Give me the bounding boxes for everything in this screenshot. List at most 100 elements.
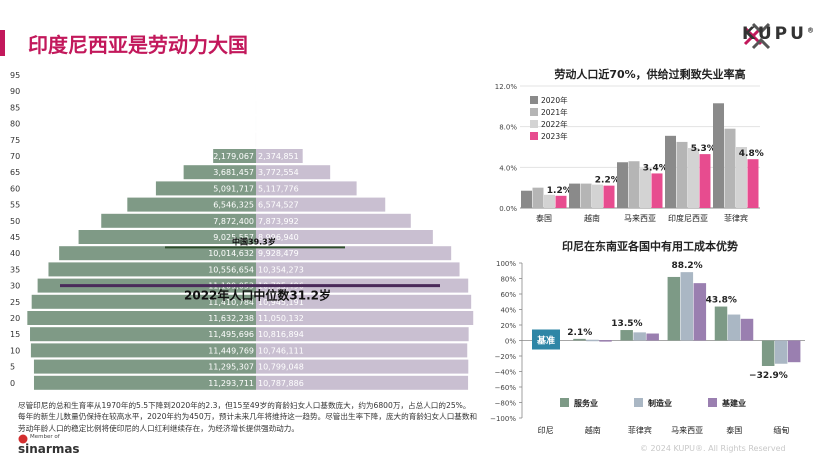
labor-cost-bar bbox=[787, 340, 801, 363]
unemployment-bar bbox=[580, 183, 592, 208]
legend-label: 2023年 bbox=[541, 131, 568, 141]
female-value-label: 7,873,992 bbox=[258, 217, 299, 226]
data-label: 3.4% bbox=[643, 163, 668, 173]
copyright: © 2024 KUPU®. All Rights Reserved bbox=[640, 444, 786, 453]
male-value-label: 7,872,400 bbox=[213, 217, 254, 226]
female-value-label: 9,928,479 bbox=[258, 249, 299, 258]
labor-cost-bar bbox=[667, 276, 681, 341]
title-accent-bar bbox=[0, 30, 5, 56]
y-tick-label: 8.0% bbox=[499, 124, 517, 132]
data-label: 4.8% bbox=[739, 149, 764, 159]
male-bar bbox=[27, 311, 256, 325]
legend-swatch bbox=[708, 398, 717, 407]
legend-label: 2022年 bbox=[541, 119, 568, 129]
y-tick-label: 12.0% bbox=[495, 83, 518, 91]
labor-cost-chart: 印尼在东南亚各国中有用工成本优势 100% 80% 60% 40% 20% 0% −20% −4… bbox=[490, 239, 805, 435]
footnote: 尽管印尼的总和生育率从1970年的5.5下降到2020年的2.3，但15至49岁… bbox=[18, 401, 478, 433]
unemployment-bar bbox=[628, 161, 640, 208]
age-tick-label: 95 bbox=[10, 71, 20, 80]
female-bar bbox=[256, 343, 468, 358]
x-tick-label: 泰国 bbox=[726, 425, 742, 435]
x-tick-label: 缅甸 bbox=[773, 425, 789, 435]
male-value-label: 6,546,325 bbox=[213, 201, 254, 210]
unemployment-bar bbox=[736, 147, 747, 208]
male-value-label: 9,025,557 bbox=[213, 233, 254, 242]
female-bar bbox=[256, 197, 386, 212]
female-value-label: 10,787,886 bbox=[258, 379, 304, 388]
data-label: 43.8% bbox=[706, 296, 737, 306]
male-bar bbox=[30, 343, 257, 358]
data-label: 88.2% bbox=[671, 261, 702, 271]
female-value-label: 10,945,191 bbox=[258, 298, 304, 307]
age-tick-label: 80 bbox=[10, 120, 20, 129]
x-tick-label: 印度尼西亚 bbox=[668, 213, 708, 223]
baseline-badge bbox=[532, 329, 560, 350]
labor-cost-bar bbox=[646, 333, 659, 341]
male-bar bbox=[213, 149, 256, 163]
labor-cost-bar bbox=[599, 340, 612, 342]
legend-label: 服务业 bbox=[574, 398, 598, 408]
age-tick-label: 45 bbox=[10, 233, 20, 242]
labor-cost-bar bbox=[633, 332, 646, 341]
y-tick-label: −20% bbox=[495, 353, 517, 361]
x-tick-label: 印尼 bbox=[538, 426, 554, 435]
y-tick-label: 0% bbox=[505, 338, 516, 346]
male-bar bbox=[183, 165, 256, 180]
y-tick-label: 60% bbox=[500, 291, 516, 299]
female-bar bbox=[256, 375, 469, 390]
unemployment-bar bbox=[592, 184, 603, 208]
unemployment-bar bbox=[699, 154, 711, 208]
unemployment-bar bbox=[569, 183, 580, 208]
female-value-label: 2,374,851 bbox=[258, 152, 299, 161]
age-tick-label: 75 bbox=[10, 136, 20, 145]
legend-swatch bbox=[530, 96, 538, 104]
male-bar bbox=[101, 213, 257, 228]
china-median-label: 中国39.3岁 bbox=[232, 236, 276, 246]
sinarmas-icon bbox=[18, 434, 28, 444]
data-label: 5.3% bbox=[691, 144, 716, 154]
female-value-label: 3,772,554 bbox=[258, 168, 299, 177]
age-tick-label: 20 bbox=[10, 314, 20, 323]
age-tick-label: 0 bbox=[10, 379, 15, 388]
unemployment-bar bbox=[747, 159, 759, 208]
age-tick-label: 40 bbox=[10, 249, 20, 258]
y-tick-label: 20% bbox=[500, 322, 516, 330]
male-value-label: 11,495,696 bbox=[208, 330, 254, 339]
female-bar bbox=[256, 262, 460, 277]
male-bar bbox=[59, 246, 256, 261]
y-tick-label: −40% bbox=[495, 369, 517, 377]
unemployment-bar bbox=[724, 128, 736, 208]
labor-cost-chart-title: 印尼在东南亚各国中有用工成本优势 bbox=[562, 239, 738, 253]
labor-cost-bar bbox=[620, 330, 633, 341]
unemployment-bar bbox=[665, 135, 676, 208]
female-value-label: 11,050,132 bbox=[258, 314, 304, 323]
age-tick-label: 65 bbox=[10, 168, 20, 177]
age-tick-label: 50 bbox=[10, 217, 20, 226]
x-tick-label: 越南 bbox=[584, 213, 600, 223]
legend-swatch bbox=[560, 398, 569, 407]
data-label: 13.5% bbox=[611, 319, 642, 329]
female-bar bbox=[256, 311, 474, 325]
female-value-label: 10,354,273 bbox=[258, 265, 304, 274]
age-tick-label: 90 bbox=[10, 87, 20, 96]
unemployment-bar bbox=[676, 141, 688, 208]
female-value-label: 5,117,776 bbox=[258, 184, 299, 193]
labor-cost-bar bbox=[761, 340, 775, 366]
age-tick-label: 55 bbox=[10, 201, 20, 210]
female-value-label: 8,996,940 bbox=[258, 233, 299, 242]
legend-label: 基建业 bbox=[721, 398, 746, 408]
x-tick-label: 越南 bbox=[585, 425, 601, 435]
labor-cost-bar bbox=[714, 306, 728, 341]
male-bar bbox=[127, 197, 257, 212]
labor-cost-bar bbox=[573, 338, 586, 341]
female-value-label: 10,816,894 bbox=[258, 330, 304, 339]
age-tick-label: 30 bbox=[10, 282, 20, 291]
labor-cost-bar bbox=[693, 283, 707, 341]
age-tick-label: 35 bbox=[10, 265, 20, 274]
member-of-label: Member of bbox=[30, 434, 60, 440]
female-value-label: 10,746,111 bbox=[258, 346, 304, 355]
labor-cost-bar bbox=[774, 340, 788, 364]
x-tick-label: 菲律宾 bbox=[628, 425, 652, 435]
unemployment-bar bbox=[651, 173, 663, 208]
male-bar bbox=[31, 294, 257, 309]
